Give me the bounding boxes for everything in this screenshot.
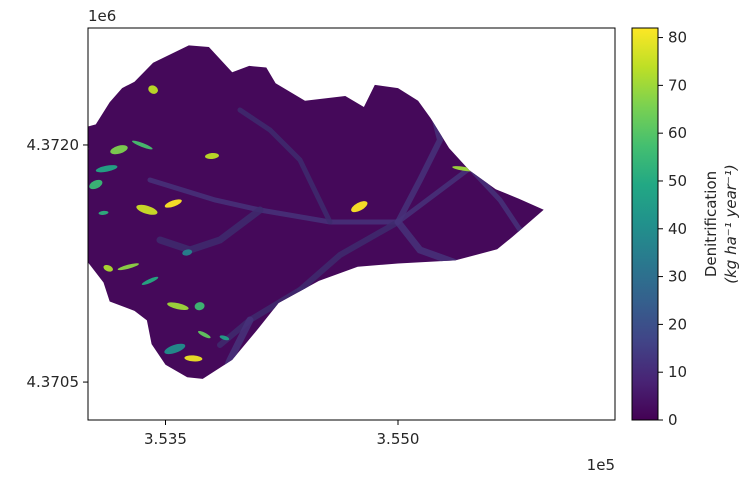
hotspot-cell: [67, 177, 77, 183]
colorbar: [632, 28, 658, 420]
hotspot-cell: [103, 264, 113, 272]
hotspot-cell: [98, 210, 109, 215]
hotspot-cell: [29, 205, 48, 215]
hotspot-cell: [184, 355, 203, 362]
hotspot-cell: [197, 330, 211, 339]
y-tick-label: 4.3720: [27, 136, 80, 154]
hotspot-cell: [35, 185, 53, 193]
stream-channel: [156, 206, 264, 254]
x-tick-label: 3.535: [144, 430, 187, 448]
colorbar-tick-label: 60: [668, 124, 687, 142]
hotspot-cell: [452, 166, 474, 172]
colorbar-tick-label: 10: [668, 363, 687, 381]
x-offset-label: 1e5: [587, 456, 615, 474]
colorbar-tick-label: 70: [668, 76, 687, 94]
hotspot-cell: [219, 335, 230, 341]
hotspot-cell: [205, 152, 219, 160]
hotspot-cell: [95, 165, 118, 173]
hotspot-cell: [351, 201, 368, 213]
y-axis: 4.3705 4.3720: [27, 136, 88, 391]
x-axis: 3.535 3.550: [144, 420, 419, 448]
hotspot-cell: [12, 162, 28, 175]
colorbar-tick-label: 20: [668, 315, 687, 333]
stream-channel: [237, 107, 333, 225]
colorbar-tick-label: 80: [668, 29, 687, 47]
hotspot-cell: [164, 199, 182, 208]
y-offset-label: 1e6: [88, 7, 116, 25]
hotspot-cell: [148, 85, 158, 94]
hotspot-cell: [194, 302, 205, 311]
colorbar-tick-label: 50: [668, 172, 687, 190]
hotspot-cell: [110, 145, 128, 155]
colorbar-label-line2: (kg ha⁻¹ year⁻¹): [722, 164, 740, 283]
hotspot-cell: [164, 343, 186, 355]
hotspot-cell: [56, 205, 71, 217]
hotspot-cell: [132, 140, 153, 150]
hotspot-cell: [117, 263, 139, 271]
catchment-raster: [88, 45, 544, 379]
hotspot-cell: [167, 302, 189, 311]
plot-frame: [87, 27, 616, 421]
hotspot-cell: [141, 276, 159, 285]
y-tick-label: 4.3705: [27, 373, 80, 391]
colorbar-frame: [631, 27, 659, 421]
colorbar-tick-label: 0: [668, 411, 678, 429]
hotspot-cell: [89, 179, 103, 190]
x-tick-label: 3.550: [377, 430, 420, 448]
colorbar-label-line1: Denitrification: [702, 171, 720, 277]
colorbar-ticks: 0 10 20 30 40 50 60 70 80: [658, 29, 687, 429]
hotspot-cell: [182, 249, 193, 256]
hotspot-cell: [136, 204, 158, 215]
colorbar-tick-label: 40: [668, 220, 687, 238]
colorbar-tick-label: 30: [668, 268, 687, 286]
